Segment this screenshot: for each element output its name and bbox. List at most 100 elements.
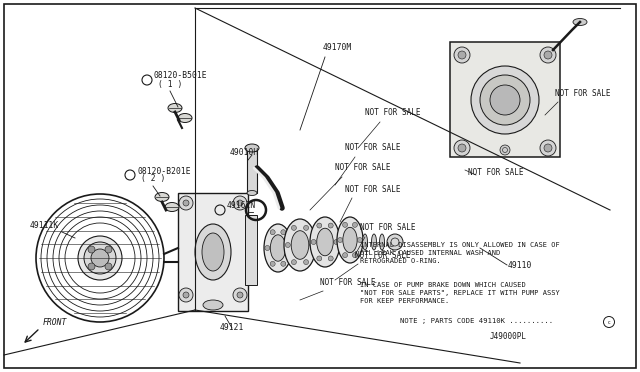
- Text: 08120-B501E: 08120-B501E: [154, 71, 207, 80]
- Circle shape: [544, 144, 552, 152]
- Circle shape: [353, 253, 357, 258]
- Text: 49170M: 49170M: [323, 43, 352, 52]
- Circle shape: [281, 230, 286, 235]
- Ellipse shape: [371, 234, 376, 250]
- Ellipse shape: [245, 144, 259, 152]
- Ellipse shape: [165, 202, 179, 212]
- Ellipse shape: [343, 227, 357, 253]
- Ellipse shape: [155, 192, 169, 202]
- Circle shape: [357, 237, 362, 243]
- Text: NOT FOR SALE: NOT FOR SALE: [365, 108, 420, 117]
- Ellipse shape: [310, 217, 340, 267]
- Ellipse shape: [105, 263, 112, 270]
- Ellipse shape: [84, 242, 116, 274]
- Ellipse shape: [178, 113, 192, 122]
- Ellipse shape: [168, 103, 182, 112]
- Text: NOT FOR SALE: NOT FOR SALE: [345, 185, 401, 194]
- Text: c: c: [608, 321, 611, 326]
- Ellipse shape: [270, 235, 285, 261]
- Ellipse shape: [284, 219, 316, 271]
- Circle shape: [270, 230, 275, 235]
- Ellipse shape: [264, 224, 292, 272]
- Ellipse shape: [362, 234, 367, 250]
- Circle shape: [540, 47, 556, 63]
- Circle shape: [338, 237, 342, 243]
- Text: ( 1 ): ( 1 ): [158, 80, 182, 89]
- Circle shape: [458, 51, 466, 59]
- Bar: [247, 148, 257, 193]
- Circle shape: [342, 222, 348, 227]
- Circle shape: [265, 246, 270, 250]
- Circle shape: [342, 253, 348, 258]
- Text: NOT FOR SALE: NOT FOR SALE: [320, 278, 376, 287]
- Bar: [178, 193, 248, 311]
- Text: NOT FOR SALE: NOT FOR SALE: [355, 251, 410, 260]
- Ellipse shape: [247, 190, 257, 196]
- Circle shape: [311, 240, 316, 244]
- Circle shape: [328, 256, 333, 261]
- Circle shape: [454, 140, 470, 156]
- Text: FRONT: FRONT: [43, 318, 67, 327]
- Circle shape: [233, 288, 247, 302]
- Circle shape: [291, 260, 296, 264]
- Bar: [245, 215, 257, 285]
- Text: 49162N: 49162N: [227, 202, 256, 211]
- Circle shape: [285, 243, 291, 247]
- Circle shape: [353, 222, 357, 227]
- Circle shape: [286, 246, 291, 250]
- Text: NOT FOR SALE: NOT FOR SALE: [360, 223, 415, 232]
- Circle shape: [387, 234, 403, 250]
- Ellipse shape: [337, 217, 363, 263]
- Text: NOT FOR SALE: NOT FOR SALE: [345, 143, 401, 152]
- Circle shape: [233, 196, 247, 210]
- Text: 49010H: 49010H: [230, 148, 259, 157]
- Ellipse shape: [195, 224, 231, 280]
- Circle shape: [270, 261, 275, 266]
- Ellipse shape: [317, 228, 333, 256]
- Circle shape: [237, 292, 243, 298]
- Text: 08120-B201E: 08120-B201E: [137, 167, 191, 176]
- Ellipse shape: [380, 234, 385, 250]
- Circle shape: [454, 47, 470, 63]
- Text: NOT FOR SALE: NOT FOR SALE: [468, 168, 524, 177]
- Circle shape: [334, 240, 339, 244]
- Circle shape: [317, 223, 322, 228]
- Text: J49000PL: J49000PL: [490, 332, 527, 341]
- Ellipse shape: [480, 75, 530, 125]
- Circle shape: [281, 261, 286, 266]
- Circle shape: [303, 260, 308, 264]
- Ellipse shape: [490, 85, 520, 115]
- Circle shape: [544, 51, 552, 59]
- Circle shape: [291, 225, 296, 230]
- Text: NOT FOR SALE: NOT FOR SALE: [335, 163, 390, 172]
- Circle shape: [179, 196, 193, 210]
- Text: 49110: 49110: [508, 261, 532, 270]
- Ellipse shape: [573, 19, 587, 26]
- Text: 49111K: 49111K: [30, 221, 60, 230]
- Bar: [450, 42, 560, 157]
- Ellipse shape: [105, 246, 112, 253]
- Text: IN CASE OF PUMP BRAKE DOWN WHICH CAUSED
"NOT FOR SALE PARTS", REPLACE IT WITH PU: IN CASE OF PUMP BRAKE DOWN WHICH CAUSED …: [360, 282, 560, 304]
- Ellipse shape: [471, 66, 539, 134]
- Text: INTERNAL DISASSEMBLY IS ONLY ALLOWED IN CASE OF
OIL LEAK CAUSED INTERNAL WASH AN: INTERNAL DISASSEMBLY IS ONLY ALLOWED IN …: [360, 242, 560, 264]
- Ellipse shape: [88, 246, 95, 253]
- Circle shape: [310, 243, 315, 247]
- Text: 49121: 49121: [220, 323, 244, 332]
- Ellipse shape: [202, 233, 224, 271]
- Ellipse shape: [203, 300, 223, 310]
- Text: NOT FOR SALE: NOT FOR SALE: [555, 89, 611, 98]
- Circle shape: [458, 144, 466, 152]
- Circle shape: [237, 200, 243, 206]
- Circle shape: [328, 223, 333, 228]
- Ellipse shape: [91, 249, 109, 267]
- Ellipse shape: [88, 263, 95, 270]
- Circle shape: [500, 145, 510, 155]
- Ellipse shape: [78, 236, 122, 280]
- Text: ( 2 ): ( 2 ): [141, 174, 165, 183]
- Circle shape: [303, 225, 308, 230]
- Text: NOTE ; PARTS CODE 49110K ..........: NOTE ; PARTS CODE 49110K ..........: [400, 318, 553, 324]
- Circle shape: [317, 256, 322, 261]
- Ellipse shape: [291, 231, 309, 259]
- Circle shape: [179, 288, 193, 302]
- Circle shape: [183, 292, 189, 298]
